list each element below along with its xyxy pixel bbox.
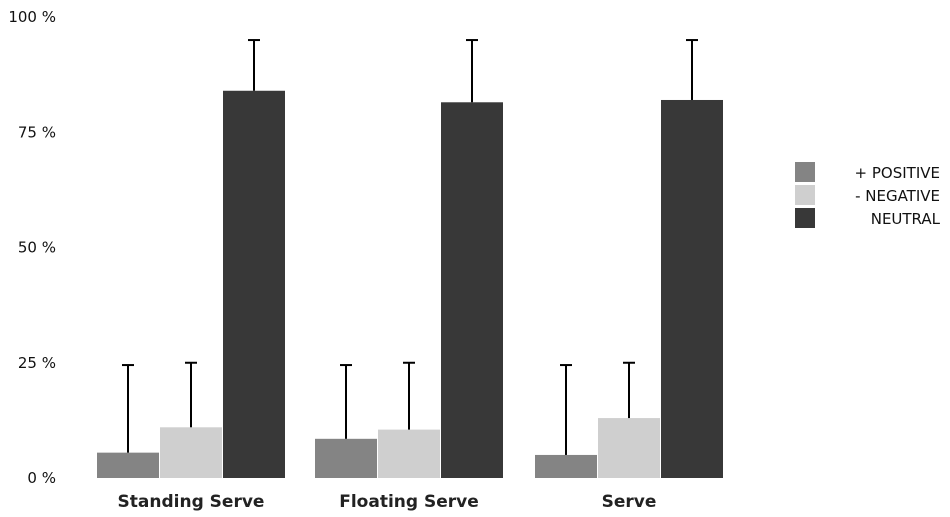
bar-1-0 bbox=[160, 427, 222, 478]
category-label: Floating Serve bbox=[339, 492, 479, 512]
bar-0-0 bbox=[97, 452, 159, 478]
bar-1-1 bbox=[378, 429, 440, 478]
bar-0-2 bbox=[535, 454, 597, 478]
y-tick-label: 25 % bbox=[18, 354, 56, 372]
category-label: Standing Serve bbox=[118, 492, 265, 512]
y-tick-label: 50 % bbox=[18, 239, 56, 257]
y-tick-label: 100 % bbox=[8, 8, 56, 26]
x-axis: Standing Serve Floating Serve Serve bbox=[118, 492, 657, 512]
legend-swatch-2 bbox=[795, 208, 815, 228]
category-label: Serve bbox=[602, 492, 657, 512]
legend-label-1: - NEGATIVE bbox=[855, 187, 940, 205]
bar-2-0 bbox=[223, 90, 285, 478]
legend-swatch-0 bbox=[795, 162, 815, 182]
legend-swatch-1 bbox=[795, 185, 815, 205]
bar-2-2 bbox=[661, 99, 723, 478]
y-tick-label: 0 % bbox=[27, 469, 56, 487]
legend: + POSITIVE - NEGATIVE NEUTRAL bbox=[795, 162, 941, 228]
bar-1-2 bbox=[598, 418, 660, 478]
error-bars-group bbox=[122, 39, 698, 455]
bar-2-1 bbox=[441, 102, 503, 478]
legend-label-0: + POSITIVE bbox=[855, 164, 940, 182]
bar-0-1 bbox=[315, 438, 377, 478]
legend-label-2: NEUTRAL bbox=[871, 210, 941, 228]
y-tick-label: 75 % bbox=[18, 123, 56, 141]
y-axis: 0 % 25 % 50 % 75 % 100 % bbox=[8, 8, 56, 487]
bars-group bbox=[97, 90, 723, 478]
